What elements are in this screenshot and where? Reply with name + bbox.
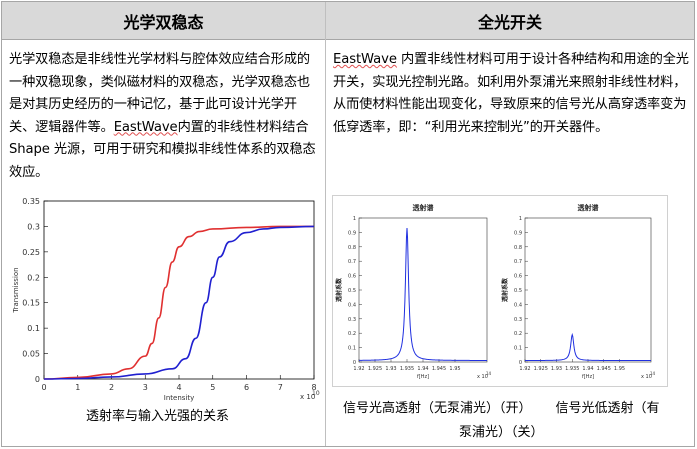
- bistability-text-1: 光学双稳态是非线性光学材料与腔体效应结合形成的一种双稳现象，类似磁材料的双稳态，…: [9, 52, 311, 135]
- y-tick-label: 0.2: [348, 331, 356, 337]
- spectrum-line: [358, 228, 487, 361]
- x-exponent: 10: [312, 390, 320, 397]
- series-blue-line: [43, 225, 315, 380]
- y-tick-label: 0.9: [348, 230, 356, 236]
- x-tick-label: 1.95: [449, 366, 460, 372]
- x-tick-label: 1.925: [534, 366, 548, 372]
- y-tick-label: 0: [35, 375, 40, 384]
- y-tick-label: 0.1: [514, 346, 522, 352]
- y-tick-label: 1: [353, 216, 356, 222]
- bistability-text-2: 内置的非线性材料结合 Shape 光源，可用于研究和模拟非线性体系的双稳态效应。: [9, 119, 316, 180]
- y-tick-label: 0.5: [514, 288, 522, 294]
- y-tick-label: 0.9: [514, 230, 522, 236]
- x-tick-label: 1.92: [353, 366, 364, 372]
- y-tick-label: 0.8: [348, 245, 356, 251]
- x-tick-label: 1.94: [582, 366, 593, 372]
- y-tick-label: 0.7: [514, 259, 522, 265]
- y-tick-label: 0.3: [348, 317, 356, 323]
- x-tick-label: 3: [143, 383, 148, 392]
- x-exponent: 14: [486, 371, 492, 376]
- x-tick-label: 1.93: [551, 366, 562, 372]
- x-tick-label: 1.92: [519, 366, 530, 372]
- caption-off: 信号光低透射（有: [555, 401, 660, 416]
- y-tick-label: 1: [519, 216, 522, 222]
- spectrum-chart-on: 透射谱 0 0.1 0.2 0.3 0.4 0.5 0.6 0.7 0.8 0.9 1 1.92 1.92…: [335, 203, 492, 380]
- optical-switch-description: EastWave 内置非线性材料可用于设计各种结构和用途的全光开关，实现光控制光…: [333, 49, 689, 139]
- caption-on: 信号光高透射（无泵浦光）（开）: [343, 401, 532, 416]
- y-tick-label: 0.7: [348, 259, 356, 265]
- x-exponent-label: x 10: [477, 374, 488, 380]
- y-tick-label: 0.05: [22, 350, 40, 359]
- x-axis-label: f[Hz]: [417, 374, 429, 380]
- y-tick-label: 0: [519, 360, 522, 366]
- y-tick-label: 0.1: [348, 346, 356, 352]
- y-axis-label: Transmission: [12, 267, 20, 313]
- x-tick-label: 6: [244, 383, 249, 392]
- x-tick-label: 1.925: [368, 366, 382, 372]
- eastwave-brand-left: EastWave: [113, 119, 178, 135]
- x-exponent: 14: [650, 371, 656, 376]
- x-tick-label: 1.94: [417, 366, 428, 372]
- y-tick-label: 0.1: [27, 324, 40, 333]
- chart-title: 透射谱: [578, 203, 599, 212]
- x-tick-label: 1.935: [400, 366, 414, 372]
- x-tick-label: 8: [311, 383, 316, 392]
- x-tick-label: 1: [75, 383, 80, 392]
- y-tick-label: 0.6: [514, 274, 522, 280]
- column-divider: [325, 2, 326, 446]
- y-tick-label: 0.8: [514, 245, 522, 251]
- right-column-header: 全光开关: [326, 2, 694, 40]
- chart-title: 透射谱: [413, 203, 434, 212]
- y-tick-label: 0.15: [22, 299, 40, 308]
- y-axis-label: 透射系数: [501, 277, 509, 302]
- left-column-header: 光学双稳态: [2, 2, 325, 40]
- y-tick-label: 0.4: [514, 302, 522, 308]
- y-tick-label: 0.6: [348, 274, 356, 280]
- series-red-line: [43, 225, 314, 380]
- y-axis-label: 透射系数: [335, 277, 343, 302]
- y-tick-label: 0.4: [348, 302, 356, 308]
- left-figure-caption: 透射率与输入光强的关系: [86, 409, 230, 424]
- x-axis-label: f[Hz]: [582, 374, 594, 380]
- right-caption-line-1: 信号光高透射（无泵浦光）（开） 信号光低透射（有: [343, 398, 693, 420]
- x-tick-label: 1.945: [597, 366, 611, 372]
- y-tick-label: 0.3: [27, 222, 40, 231]
- y-tick-label: 0.25: [22, 248, 40, 257]
- spectrum-chart-off: 透射谱 0 0.1 0.2 0.3 0.4 0.5 0.6 0.7 0.8 0.9 1 1.92 1.92…: [501, 203, 656, 380]
- spectra-figure: 透射谱 0 0.1 0.2 0.3 0.4 0.5 0.6 0.7 0.8 0.9 1 1.92 1.92…: [332, 195, 668, 387]
- y-tick-label: 0.2: [514, 331, 522, 337]
- right-caption-line-2: 泵浦光）（关）: [459, 425, 544, 440]
- bistability-description: 光学双稳态是非线性光学材料与腔体效应结合形成的一种双稳现象，类似磁材料的双稳态，…: [9, 49, 323, 184]
- x-tick-label: 4: [176, 383, 181, 392]
- x-tick-label: 7: [278, 383, 283, 392]
- x-tick-label: 1.95: [614, 366, 625, 372]
- x-exponent-label: x 10: [641, 374, 652, 380]
- x-tick-label: 1.935: [565, 366, 579, 372]
- spectrum-line: [525, 332, 652, 362]
- x-axis-label: Intensity: [164, 394, 194, 402]
- y-tick-label: 0.35: [22, 197, 40, 206]
- plot-frame: [358, 217, 488, 363]
- y-tick-label: 0: [353, 360, 356, 366]
- x-tick-label: 1.945: [432, 366, 446, 372]
- y-tick-label: 0.2: [27, 273, 40, 282]
- y-tick-label: 0.5: [348, 288, 356, 294]
- x-exponent-label: x 10: [300, 393, 315, 401]
- x-tick-label: 0: [41, 383, 46, 392]
- x-tick-label: 5: [210, 383, 215, 392]
- eastwave-brand-right: EastWave: [333, 52, 397, 67]
- optical-switch-text: 内置非线性材料可用于设计各种结构和用途的全光开关，实现光控制光路。如利用外泵浦光…: [333, 52, 689, 135]
- x-tick-label: 1.93: [385, 366, 396, 372]
- bistability-chart: 0 0.05 0.1 0.15 0.2 0.25 0.3 0.35 0 1 2 3 4 5 6 7 8 Inten…: [8, 195, 320, 407]
- plot-frame: [524, 217, 652, 363]
- x-tick-label: 2: [109, 383, 114, 392]
- y-tick-label: 0.3: [514, 317, 522, 323]
- plot-frame: [43, 200, 315, 380]
